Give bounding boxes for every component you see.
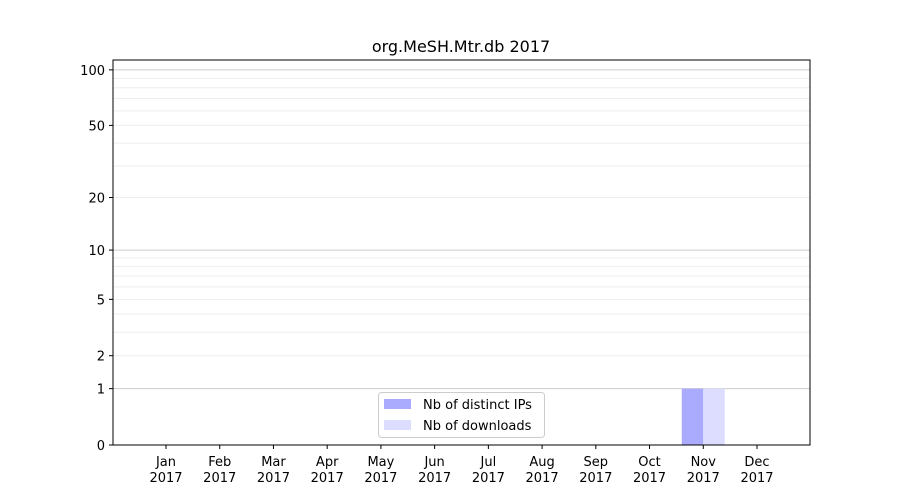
legend: Nb of distinct IPs Nb of downloads <box>378 392 545 438</box>
x-tick-label: Mar 2017 <box>257 455 290 486</box>
y-tick-label: 50 <box>88 119 105 134</box>
bar-downloads <box>703 388 725 445</box>
bar-distinct-ips <box>681 388 704 445</box>
y-tick-label: 1 <box>97 383 105 398</box>
x-tick-label: Feb 2017 <box>203 455 236 486</box>
x-tick-label: Aug 2017 <box>526 455 559 486</box>
y-tick-label: 5 <box>97 293 105 308</box>
bars <box>681 388 725 445</box>
grid <box>113 69 810 390</box>
y-tick-label: 20 <box>88 192 105 207</box>
chart-title: org.MeSH.Mtr.db 2017 <box>372 37 550 56</box>
x-tick-label: Nov 2017 <box>687 455 720 486</box>
legend-box <box>378 392 545 438</box>
x-axis: Jan 2017 Feb 2017 Mar 2017 Apr 2017 May 2017 Jun 20… <box>149 445 774 486</box>
x-tick-label: Dec 2017 <box>740 455 773 486</box>
x-tick-label: Jul 2017 <box>472 455 505 486</box>
y-tick-label: 2 <box>97 350 105 365</box>
x-tick-label: Jun 2017 <box>418 455 451 486</box>
y-axis: 0 1 2 5 10 20 50 100 <box>80 64 113 454</box>
legend-swatch <box>384 399 411 409</box>
plot-frame <box>112 59 811 446</box>
y-tick-label: 10 <box>88 244 105 259</box>
legend-label: Nb of distinct IPs <box>423 398 532 413</box>
x-tick-label: Apr 2017 <box>311 455 344 486</box>
x-tick-label: May 2017 <box>364 455 397 486</box>
y-tick-label: 100 <box>80 64 105 79</box>
x-tick-label: Sep 2017 <box>579 455 612 486</box>
y-tick-label: 0 <box>97 439 105 454</box>
legend-swatch <box>384 420 411 430</box>
x-tick-label: Jan 2017 <box>149 455 182 486</box>
legend-label: Nb of downloads <box>423 419 532 434</box>
x-tick-label: Oct 2017 <box>633 455 666 486</box>
